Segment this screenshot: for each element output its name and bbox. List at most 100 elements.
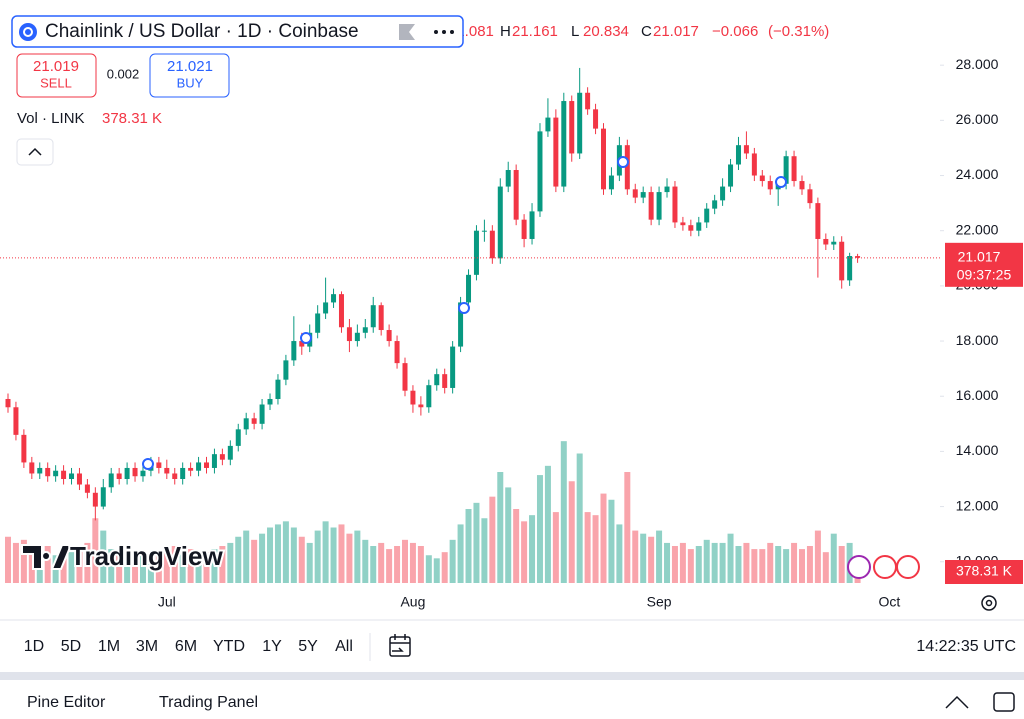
volume-bar	[544, 465, 551, 583]
volume-bar	[822, 552, 829, 583]
candle-body	[188, 467, 194, 471]
volume-axis-label: 378.31 K	[956, 563, 1013, 579]
candle-body	[370, 305, 376, 328]
volume-bar	[656, 530, 663, 583]
candle-body	[299, 341, 305, 347]
candle-body	[172, 473, 178, 479]
symbol-frame[interactable]	[11, 15, 464, 48]
volume-bar	[505, 487, 512, 583]
icon[interactable]	[847, 555, 871, 579]
price-label-bg	[945, 242, 1023, 287]
settings-icon[interactable]	[981, 595, 997, 611]
more-icon[interactable]	[434, 30, 454, 34]
event-marker[interactable]	[617, 156, 629, 168]
timeframe-button[interactable]: 3M	[136, 638, 158, 655]
volume-bar	[203, 552, 210, 583]
candle-body	[164, 467, 170, 474]
buy-price: 21.021	[167, 58, 213, 75]
expand-icon[interactable]	[945, 695, 969, 709]
icon[interactable]	[873, 555, 897, 579]
symbol-title: Chainlink / US Dollar · 1D · Coinbase	[45, 21, 359, 42]
volume-bar	[687, 549, 694, 583]
volume-bar	[441, 552, 448, 583]
timeframe-button[interactable]: 6M	[175, 638, 197, 655]
candle-body	[799, 181, 805, 190]
timeframe-button[interactable]: 5D	[61, 638, 81, 655]
candle-body	[29, 462, 35, 474]
logo	[21, 544, 73, 570]
candle-body	[108, 473, 114, 488]
candle-body	[323, 302, 329, 314]
volume-bar	[92, 518, 99, 583]
candle-body	[315, 313, 321, 333]
candle-body	[847, 256, 853, 281]
volume-bar	[179, 552, 186, 583]
trade-buttons: 21.019 SELL 0.002 21.021 BUY	[16, 53, 230, 98]
buy-label: BUY	[177, 75, 204, 90]
candle-body	[585, 92, 591, 110]
ohlc-value: 20.834	[583, 23, 629, 40]
candle-body	[211, 454, 217, 468]
candle-body	[696, 222, 702, 231]
candle-body	[783, 156, 789, 184]
volume-bar	[671, 546, 678, 583]
timeframe-button[interactable]: 5Y	[298, 638, 318, 655]
ohlc-value: 21.017	[653, 23, 699, 40]
volume-bar	[171, 546, 178, 583]
volume-bar	[251, 539, 258, 583]
candle-body	[243, 418, 249, 430]
event-marker[interactable]	[458, 302, 470, 314]
timeframe-button[interactable]: All	[335, 638, 353, 655]
volume-bar	[195, 555, 202, 583]
volume-bar	[735, 546, 742, 583]
volume-bar	[338, 524, 345, 583]
volume-bar	[489, 496, 496, 583]
candle-body	[656, 192, 662, 220]
symbol-icon-ring	[23, 27, 33, 37]
volume-bar	[759, 549, 766, 583]
candle-body	[537, 131, 543, 212]
timeframe-button[interactable]: YTD	[213, 638, 245, 655]
sell-button[interactable]	[16, 53, 97, 98]
volume-bar	[783, 549, 790, 583]
candle-body	[259, 404, 265, 424]
volume-bar	[124, 558, 131, 583]
volume-bar	[799, 549, 805, 583]
icon[interactable]	[896, 555, 920, 579]
candle-body	[728, 164, 734, 187]
y-tick-label: 24.000	[956, 166, 999, 182]
goto-date-icon[interactable]	[389, 634, 411, 657]
collapse-button[interactable]	[16, 138, 54, 166]
volume-bar	[791, 542, 798, 583]
volume-label-bg	[945, 560, 1023, 584]
event-marker[interactable]	[142, 458, 154, 470]
tab[interactable]: Trading Panel	[159, 694, 258, 711]
timeframe-button[interactable]: 1D	[24, 638, 44, 655]
candle-body	[704, 208, 710, 223]
y-tick-label: 18.000	[956, 332, 999, 348]
sell-price: 21.019	[33, 58, 79, 75]
candle-body	[418, 404, 424, 408]
buy-button[interactable]	[149, 53, 230, 98]
candle-body	[505, 170, 511, 187]
event-marker[interactable]	[300, 332, 312, 344]
symbol-box[interactable]: Chainlink / US Dollar · 1D · Coinbase	[11, 15, 464, 48]
sell-label: SELL	[40, 75, 72, 90]
volume-bar	[274, 524, 281, 583]
candle-body	[672, 186, 678, 223]
timeframe-button[interactable]: 1Y	[262, 638, 282, 655]
volume-bar	[187, 549, 194, 583]
candle-body	[815, 203, 821, 239]
candle-body	[283, 360, 289, 380]
volume-bar	[346, 533, 353, 583]
candle-body	[338, 294, 344, 328]
timeframe-button[interactable]: 1M	[98, 638, 120, 655]
flag-icon[interactable]	[399, 24, 415, 40]
event-marker[interactable]	[775, 176, 787, 188]
tab[interactable]: Pine Editor	[27, 694, 106, 711]
chevron	[28, 147, 42, 156]
y-tick-label: 12.000	[956, 497, 999, 513]
candle-body	[680, 222, 686, 226]
maximize-icon[interactable]	[993, 692, 1015, 712]
candle-body	[632, 189, 638, 198]
